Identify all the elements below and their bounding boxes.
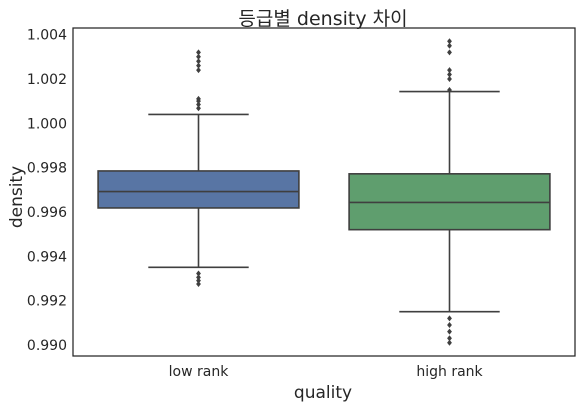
outlier-point: [196, 277, 201, 284]
outlier-point: [447, 75, 452, 82]
outlier-point: [447, 67, 452, 74]
box-low-rank: [97, 170, 300, 209]
y-tick-label: 1.002: [27, 72, 67, 88]
outlier-point: [196, 95, 201, 102]
outlier-point: [447, 38, 452, 45]
chart-title: 등급별 density 차이: [238, 8, 407, 30]
outlier-point: [447, 339, 452, 346]
y-tick-label: 0.992: [27, 294, 67, 310]
y-tick-label: 1.000: [27, 116, 67, 132]
y-tick-label: 0.990: [27, 338, 67, 354]
outlier-point: [447, 335, 452, 342]
outlier-point: [447, 328, 452, 335]
y-axis-label: density: [7, 166, 27, 228]
y-tick-label: 0.994: [27, 249, 67, 265]
outlier-point: [196, 53, 201, 60]
plot-area: low rank high rank 0.990 0.992 0.994 0.996 0.9…: [27, 27, 576, 380]
outlier-point: [196, 58, 201, 65]
outlier-point: [196, 67, 201, 74]
outlier-point: [447, 321, 452, 328]
outlier-point: [447, 87, 452, 94]
x-tick-label: low rank: [169, 364, 230, 380]
y-tick-label: 0.998: [27, 161, 67, 177]
x-tick-label: high rank: [416, 364, 483, 380]
y-tick-label: 1.004: [27, 28, 67, 44]
outlier-point: [196, 270, 201, 277]
outlier-point: [447, 315, 452, 322]
outlier-point: [196, 49, 201, 56]
outlier-point: [447, 49, 452, 56]
outlier-point: [196, 101, 201, 108]
outlier-point: [196, 280, 201, 287]
plot-frame: [72, 27, 576, 357]
x-axis-label: quality: [294, 383, 352, 403]
outlier-point: [447, 71, 452, 78]
outlier-point: [447, 42, 452, 49]
outlier-point: [196, 274, 201, 281]
outlier-point: [196, 62, 201, 69]
y-tick-label: 0.996: [27, 205, 67, 221]
outlier-point: [196, 105, 201, 112]
